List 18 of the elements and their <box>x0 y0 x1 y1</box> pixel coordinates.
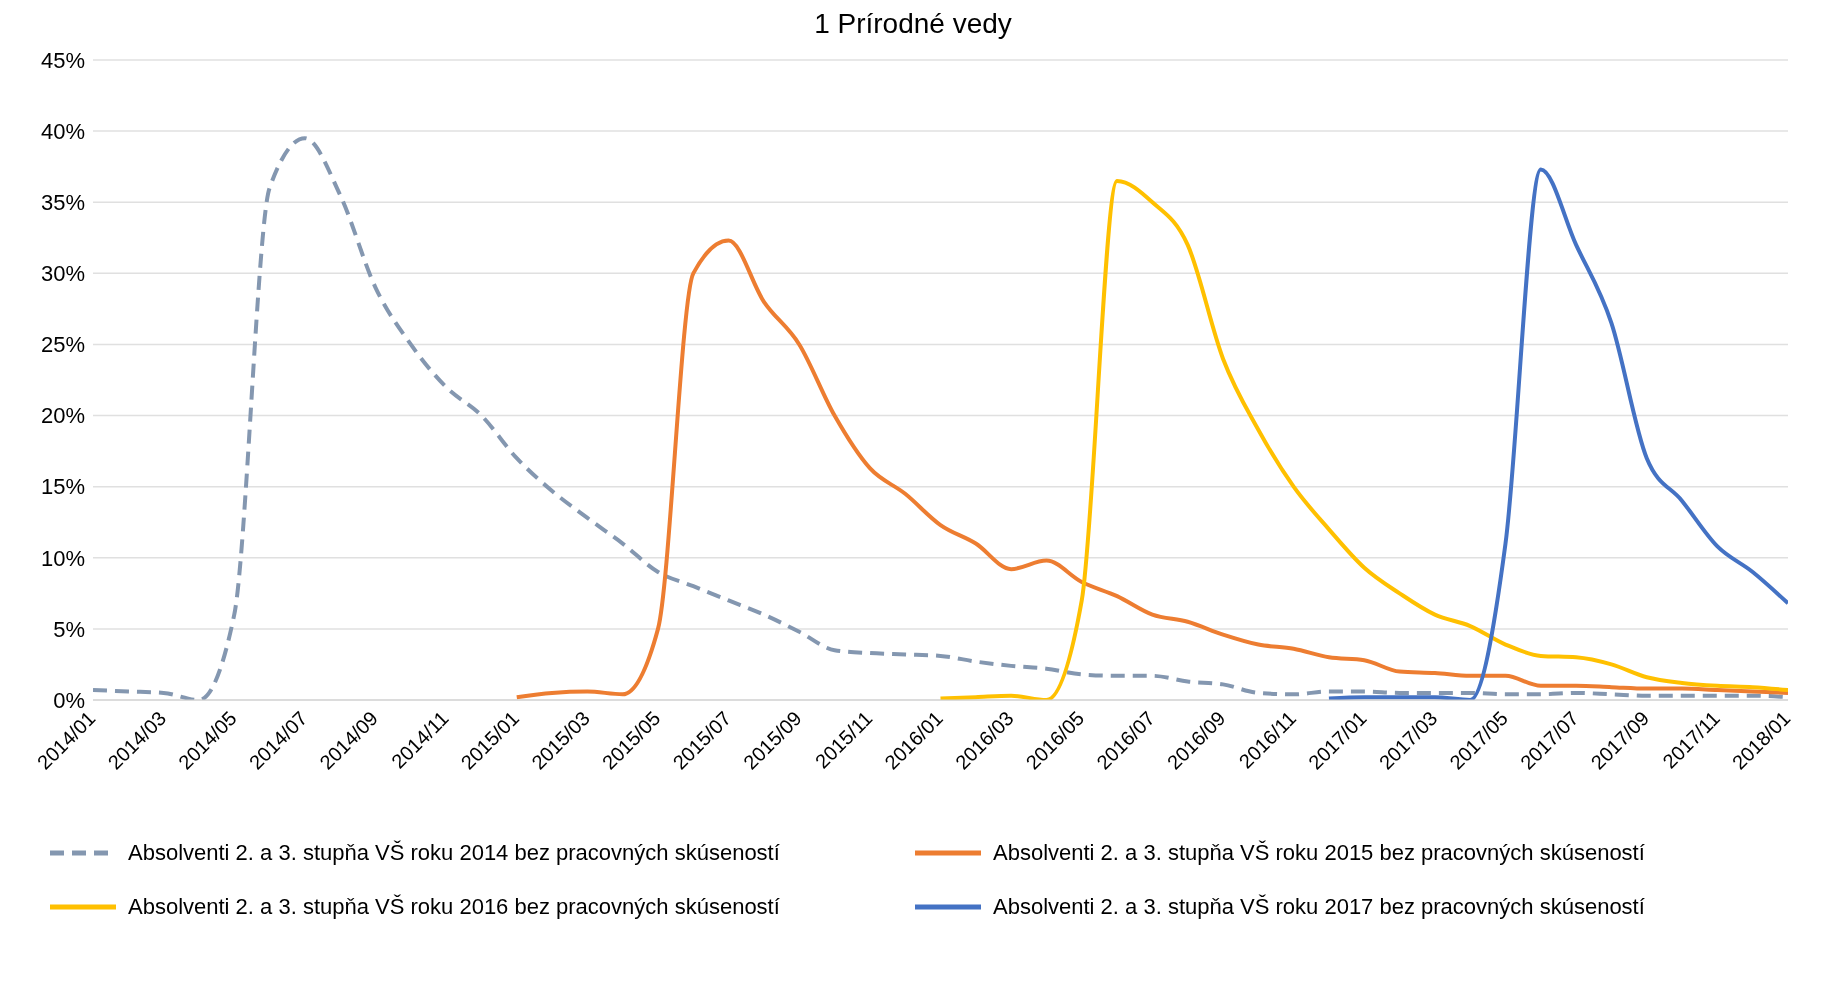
y-tick-label: 15% <box>40 474 85 500</box>
y-tick-label: 35% <box>40 190 85 216</box>
legend-label: Absolventi 2. a 3. stupňa VŠ roku 2015 bez pracovných skúseností <box>993 840 1645 866</box>
y-tick-label: 0% <box>53 687 85 713</box>
y-tick-label: 30% <box>40 261 85 287</box>
y-tick-label: 25% <box>40 332 85 358</box>
y-tick-label: 20% <box>40 403 85 429</box>
line-series <box>938 178 1788 700</box>
legend-label: Absolventi 2. a 3. stupňa VŠ roku 2014 bez pracovných skúseností <box>128 840 780 866</box>
line-series <box>514 238 1788 700</box>
y-tick-label: 40% <box>40 118 85 144</box>
line-series <box>1326 167 1788 700</box>
legend-label: Absolventi 2. a 3. stupňa VŠ roku 2016 bez pracovných skúseností <box>128 894 780 920</box>
y-tick-label: 45% <box>40 47 85 73</box>
y-tick-label: 5% <box>53 616 85 642</box>
y-tick-label: 10% <box>40 545 85 571</box>
legend-label: Absolventi 2. a 3. stupňa VŠ roku 2017 bez pracovných skúseností <box>993 894 1645 920</box>
chart-title: 1 Prírodné vedy <box>813 8 1013 40</box>
